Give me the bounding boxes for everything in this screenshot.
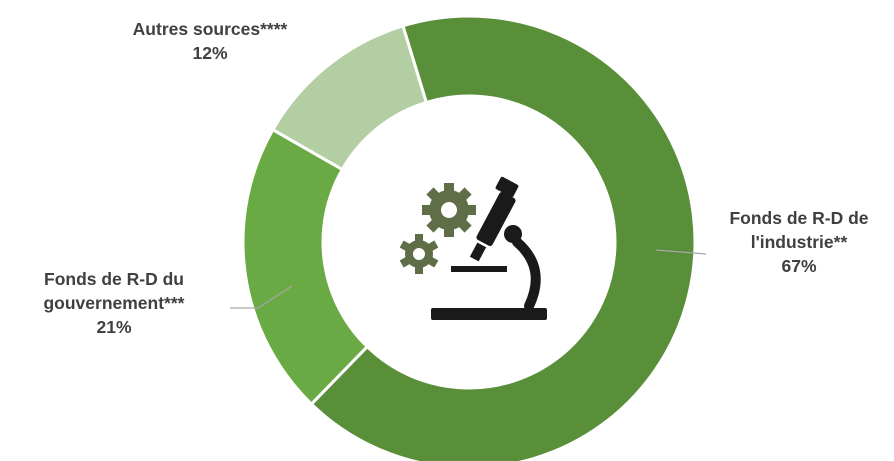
label-government-line1: Fonds de R-D du bbox=[44, 269, 184, 289]
slice-government bbox=[241, 127, 370, 407]
label-government-value: 21% bbox=[96, 317, 132, 337]
leader-lines bbox=[230, 249, 707, 309]
label-other-line1: Autres sources**** bbox=[132, 19, 288, 39]
leader-line-government bbox=[230, 285, 293, 309]
leader-line-industry bbox=[655, 249, 707, 255]
label-industry: Fonds de R-D de l'industrie** 67% bbox=[708, 206, 890, 278]
small-gear-icon bbox=[399, 234, 439, 274]
slice-industry bbox=[309, 14, 697, 461]
donut-slices bbox=[241, 14, 697, 461]
microscope-icon bbox=[431, 176, 547, 320]
label-industry-line1: Fonds de R-D de bbox=[729, 208, 869, 228]
label-other-value: 12% bbox=[192, 43, 228, 63]
label-government-line2: gouvernement*** bbox=[43, 293, 185, 313]
label-government: Fonds de R-D du gouvernement*** 21% bbox=[0, 267, 228, 339]
large-gear-icon bbox=[422, 183, 476, 237]
label-industry-value: 67% bbox=[781, 256, 817, 276]
slice-other-sources bbox=[270, 24, 429, 172]
label-other-sources: Autres sources**** 12% bbox=[90, 17, 330, 65]
microscope-gears-icon bbox=[399, 176, 547, 320]
label-industry-line2: l'industrie** bbox=[750, 232, 848, 252]
